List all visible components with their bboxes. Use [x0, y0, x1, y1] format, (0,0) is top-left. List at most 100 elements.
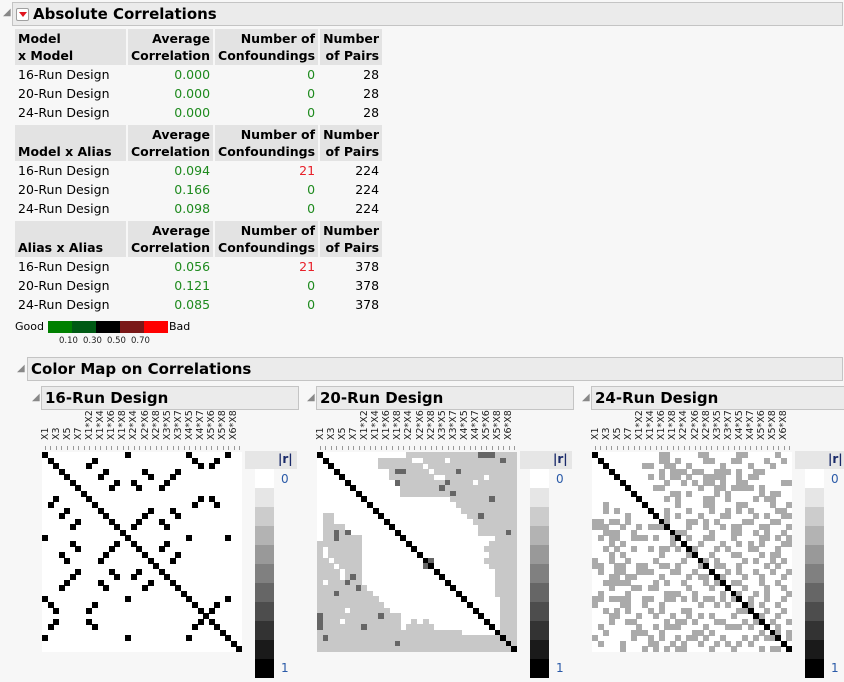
- correlation-color-map[interactable]: [42, 452, 243, 653]
- scale-swatch: [255, 621, 274, 640]
- column-header[interactable]: Number of Confoundings: [215, 221, 319, 257]
- axis-label: X6*X8: [503, 410, 515, 440]
- table-cell: 24-Run Design: [18, 105, 110, 120]
- absolute-correlations-title: Absolute Correlations: [33, 5, 217, 23]
- axis-tick: [772, 446, 774, 450]
- collapse-triangle-icon[interactable]: ◢: [307, 392, 315, 403]
- table-cell: 21: [299, 163, 316, 178]
- axis-tick: [128, 446, 130, 450]
- scale-label: |r|: [278, 452, 293, 466]
- table-cell: 378: [355, 278, 380, 293]
- legend-tick: 0.50: [107, 336, 126, 346]
- table-cell: 0.085: [174, 297, 211, 312]
- design-header-20-run[interactable]: 20-Run Design: [316, 386, 574, 410]
- axis-label: X1*X8: [117, 410, 129, 440]
- table-cell: 0.094: [174, 163, 211, 178]
- design-header-16-run[interactable]: 16-Run Design: [41, 386, 299, 410]
- axis-tick: [408, 446, 410, 450]
- axis-tick: [700, 446, 702, 450]
- axis-tick: [722, 446, 724, 450]
- table-cell: 0.098: [174, 201, 211, 216]
- axis-tick: [105, 446, 107, 450]
- axis-label: X2*X8: [150, 410, 162, 440]
- collapse-triangle-icon[interactable]: ◢: [582, 392, 590, 403]
- axis-tick: [617, 446, 618, 450]
- axis-tick: [144, 446, 146, 450]
- axis-tick: [425, 446, 427, 450]
- column-header[interactable]: Number of Pairs: [320, 29, 383, 65]
- axis-label: X4*X5: [459, 410, 470, 440]
- axis-tick: [61, 446, 63, 450]
- axis-tick: [403, 446, 405, 450]
- table-cell: 378: [355, 297, 380, 312]
- axis-label: X4*X7: [745, 410, 757, 440]
- column-header[interactable]: Number of Pairs: [320, 125, 383, 161]
- table-cell: 28: [363, 67, 380, 82]
- table-cell: 21: [299, 259, 316, 274]
- legend-tick: 0.30: [83, 336, 102, 346]
- axis-tick: [733, 446, 735, 450]
- scale-swatch: [805, 564, 824, 583]
- color-map-title: Color Map on Correlations: [31, 360, 252, 378]
- column-header[interactable]: Average Correlation: [128, 125, 214, 161]
- axis-tick: [622, 446, 624, 450]
- axis-tick: [178, 446, 180, 450]
- scale-header: [245, 451, 297, 469]
- axis-tick: [442, 446, 443, 450]
- table-cell: 0.000: [174, 67, 211, 82]
- color-map-header[interactable]: Color Map on Correlations: [27, 357, 843, 381]
- axis-tick: [122, 446, 124, 450]
- axis-tick: [761, 446, 763, 450]
- axis-label: X3: [50, 427, 62, 440]
- column-header[interactable]: Average Correlation: [128, 29, 214, 65]
- axis-tick: [503, 446, 505, 450]
- axis-tick: [183, 446, 185, 450]
- column-header[interactable]: Number of Confoundings: [215, 29, 319, 65]
- collapse-triangle-icon[interactable]: ◢: [32, 392, 40, 403]
- design-header-24-run[interactable]: 24-Run Design: [591, 386, 844, 410]
- axis-tick: [639, 446, 641, 450]
- table-cell: 0: [307, 201, 316, 216]
- axis-tick: [694, 446, 696, 450]
- row-header: Model x Alias: [15, 125, 126, 161]
- axis-label: X5*X6: [206, 410, 218, 440]
- collapse-triangle-icon[interactable]: ◢: [3, 7, 11, 18]
- axis-tick: [364, 446, 366, 450]
- table-row: 16-Run Design 0.094 21 224: [15, 161, 382, 180]
- scale-swatch: [255, 469, 274, 488]
- legend-swatch: [144, 321, 168, 333]
- column-header[interactable]: Number of Confoundings: [215, 125, 319, 161]
- design-title: 20-Run Design: [320, 389, 444, 407]
- column-header[interactable]: Number of Pairs: [320, 221, 383, 257]
- axis-label: X3: [600, 427, 612, 440]
- bad-label: Bad: [169, 320, 191, 333]
- collapse-triangle-icon[interactable]: ◢: [17, 363, 25, 374]
- scale-swatch: [805, 526, 824, 545]
- axis-tick: [447, 446, 449, 450]
- scale-swatch: [530, 564, 549, 583]
- table-cell: 24-Run Design: [18, 297, 110, 312]
- axis-tick: [497, 446, 499, 450]
- design-title: 16-Run Design: [45, 389, 169, 407]
- model-x-model-table: Model x Model Average Correlation Number of C…: [13, 29, 384, 122]
- axis-label: X1*X6: [381, 410, 393, 440]
- correlation-color-map[interactable]: [317, 452, 518, 653]
- axis-tick: [380, 446, 382, 450]
- scale-swatch: [530, 602, 549, 621]
- red-triangle-menu-icon[interactable]: [16, 7, 29, 21]
- correlation-color-map[interactable]: [592, 452, 793, 653]
- table-cell: 0: [307, 278, 316, 293]
- axis-tick: [386, 446, 388, 450]
- axis-tick: [239, 446, 241, 450]
- table-cell: 378: [355, 259, 380, 274]
- axis-tick: [325, 446, 327, 450]
- axis-tick: [117, 446, 118, 450]
- axis-tick: [336, 446, 338, 450]
- axis-tick: [728, 446, 730, 450]
- axis-tick: [67, 446, 68, 450]
- scale-swatch: [530, 583, 549, 602]
- axis-tick: [358, 446, 360, 450]
- column-header[interactable]: Average Correlation: [128, 221, 214, 257]
- axis-tick: [161, 446, 163, 450]
- absolute-correlations-header[interactable]: Absolute Correlations: [12, 2, 843, 26]
